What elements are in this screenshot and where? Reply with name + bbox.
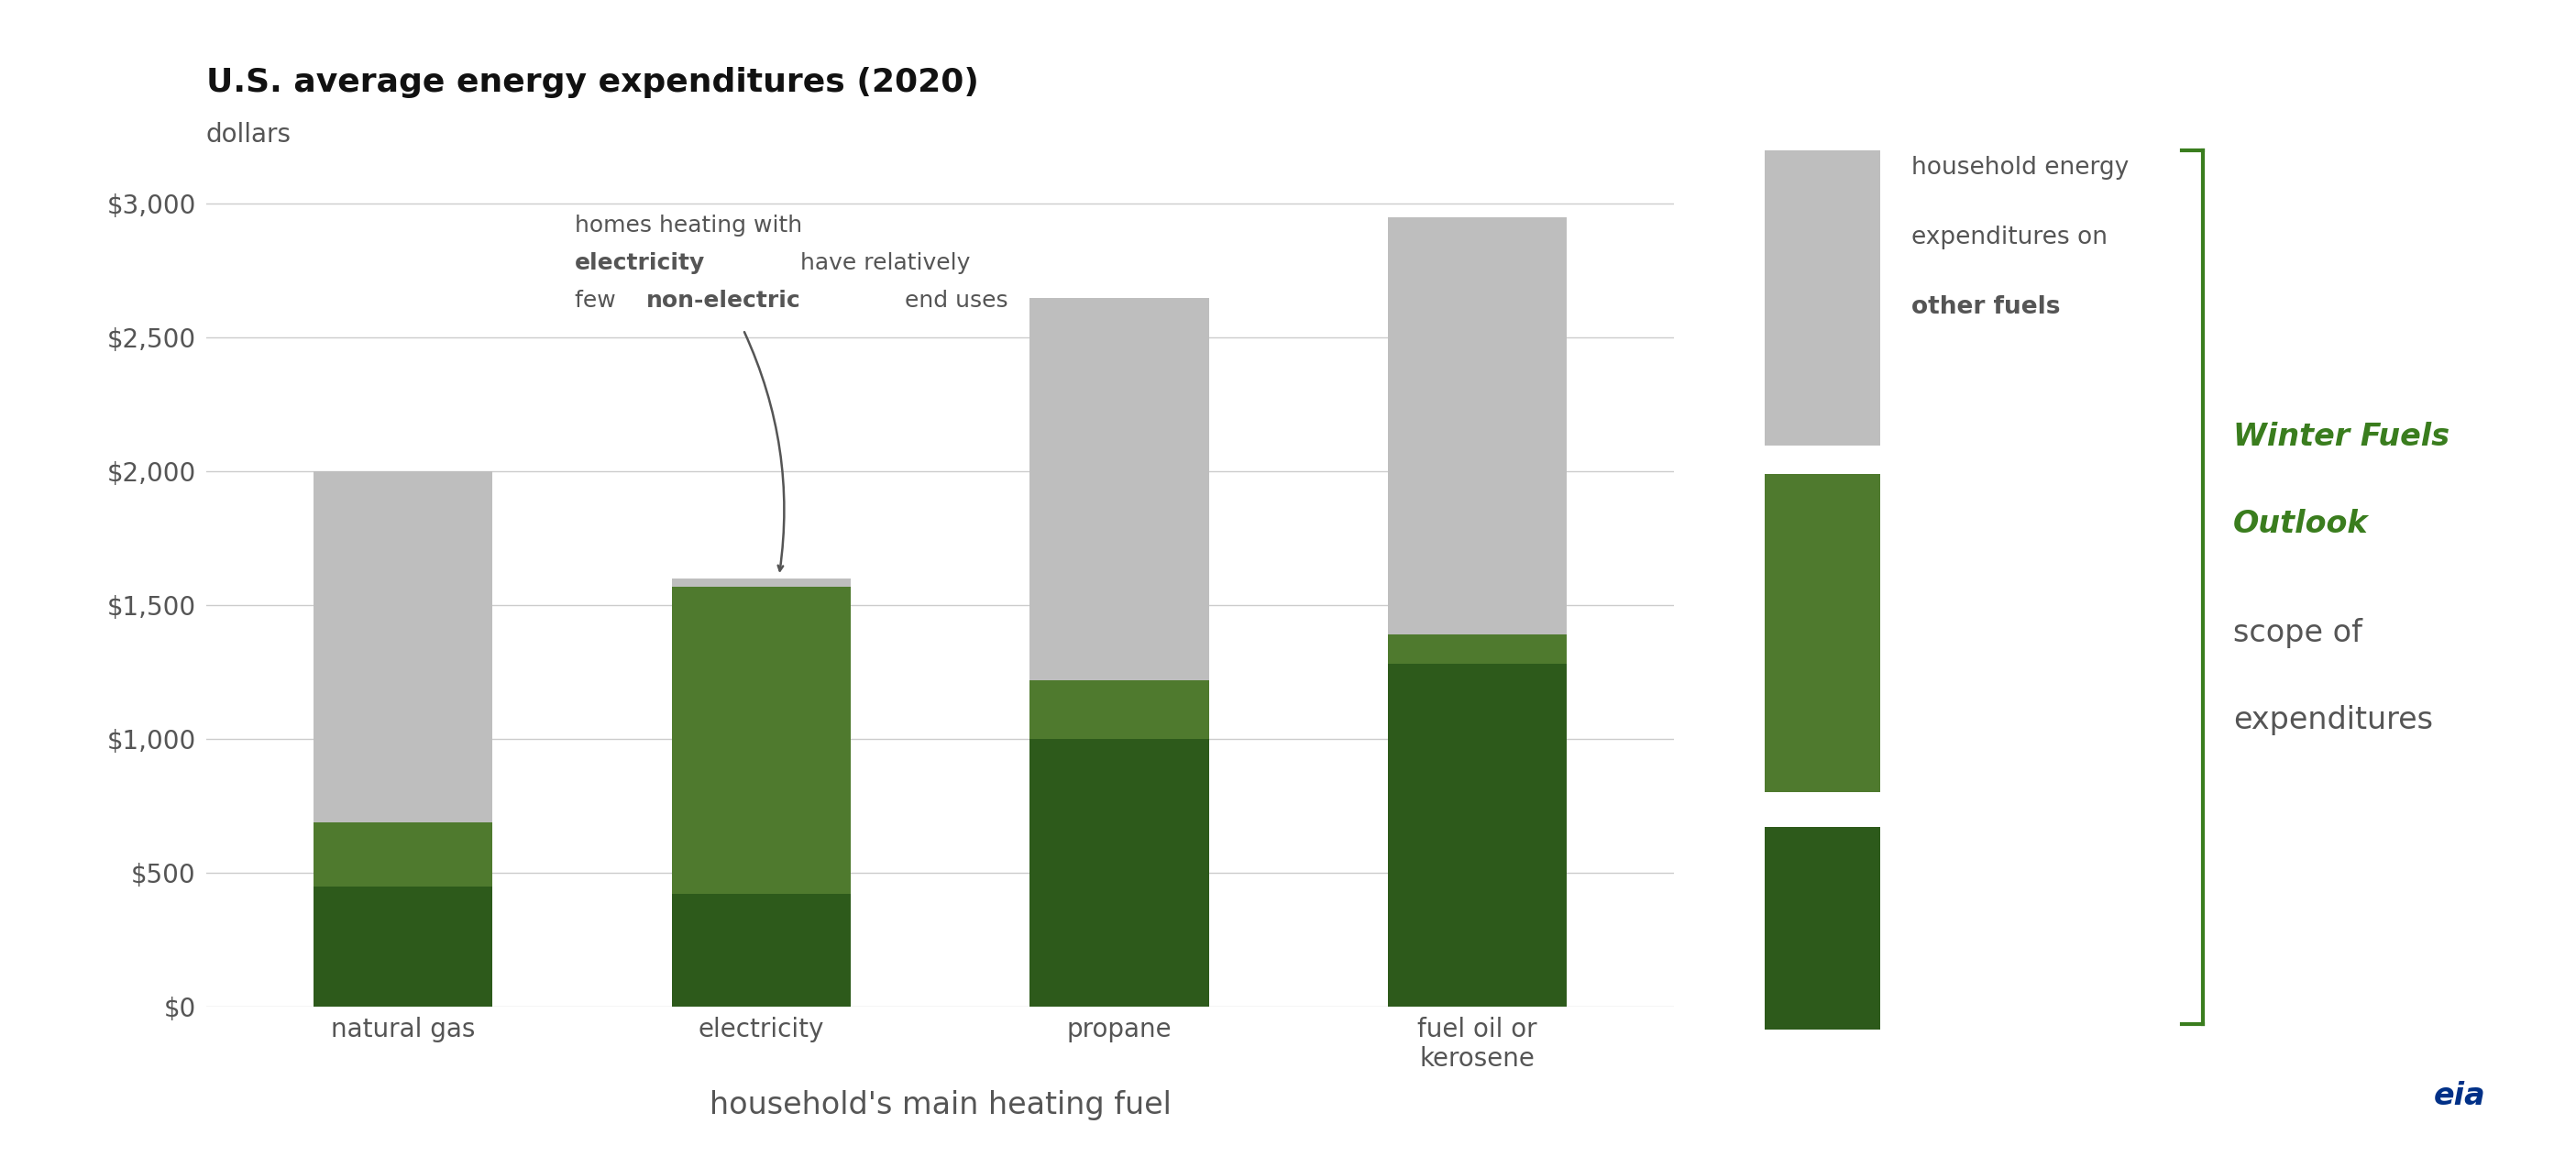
Text: scope of: scope of	[2233, 618, 2362, 649]
Bar	[1388, 664, 1566, 1007]
Bar	[1030, 680, 1208, 739]
Text: other fuels: other fuels	[1911, 295, 2061, 319]
Text: Outlook: Outlook	[2233, 508, 2370, 539]
Text: (water heating, cooking, etc.): (water heating, cooking, etc.)	[1911, 688, 2195, 707]
Text: homes heating with: homes heating with	[574, 214, 801, 237]
Text: main heating fuel: main heating fuel	[1911, 480, 2125, 504]
Text: few: few	[574, 289, 623, 311]
Text: non-heating: non-heating	[1911, 550, 2076, 574]
X-axis label: household's main heating fuel: household's main heating fuel	[708, 1090, 1172, 1120]
Bar	[314, 821, 492, 886]
Text: non-electric: non-electric	[647, 289, 801, 311]
Text: end uses: end uses	[896, 289, 1007, 311]
Text: expenditures: expenditures	[2233, 705, 2434, 736]
Text: heating: heating	[1911, 902, 2017, 927]
Bar	[672, 578, 850, 587]
Text: U.S. average energy expenditures (2020): U.S. average energy expenditures (2020)	[206, 67, 979, 98]
Bar	[1030, 297, 1208, 680]
Bar	[314, 886, 492, 1007]
Text: expenditures on: expenditures on	[1911, 226, 2107, 250]
Text: dollars: dollars	[206, 121, 291, 147]
Text: expenditures: expenditures	[1911, 619, 2069, 643]
Bar	[1030, 739, 1208, 1007]
Text: main heating fuel: main heating fuel	[1911, 833, 2125, 857]
Bar	[314, 471, 492, 821]
Text: household energy: household energy	[1911, 156, 2128, 180]
Text: have relatively: have relatively	[793, 252, 971, 274]
Text: expenditures: expenditures	[1911, 972, 2069, 996]
Bar	[1388, 218, 1566, 635]
Bar	[672, 587, 850, 894]
Bar	[672, 894, 850, 1007]
Text: electricity: electricity	[574, 252, 706, 274]
Text: eia: eia	[2434, 1081, 2486, 1111]
Text: Winter Fuels: Winter Fuels	[2233, 421, 2450, 452]
Bar	[1388, 635, 1566, 664]
